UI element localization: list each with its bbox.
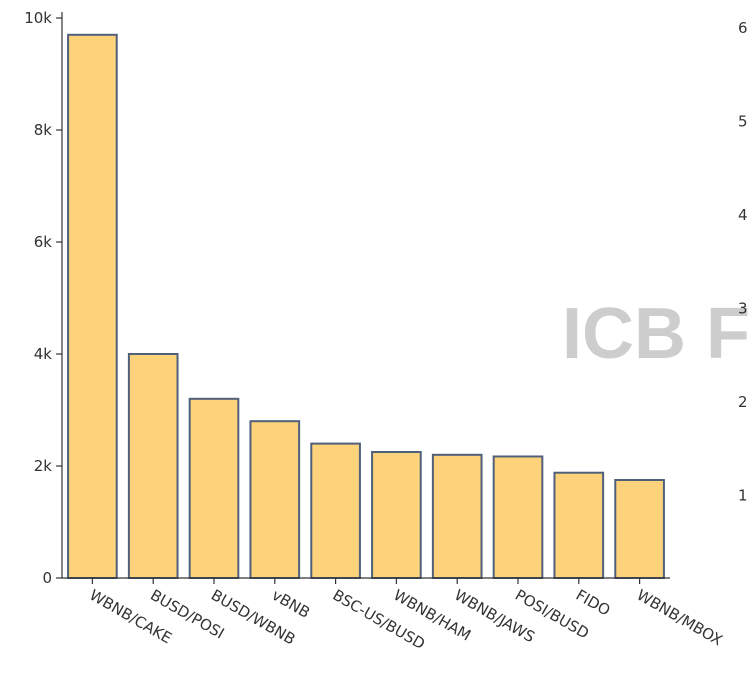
bar[interactable] (492, 455, 544, 580)
watermark: ICB F (562, 294, 750, 374)
y-tick-label: 8k (34, 121, 53, 139)
bar[interactable] (614, 479, 665, 579)
bar[interactable] (371, 451, 422, 579)
bar[interactable] (249, 420, 301, 580)
bar[interactable] (67, 33, 118, 580)
right-axis-tick-label: 2 (738, 393, 748, 411)
right-axis: 6 5 4 3 2 1 (738, 19, 748, 505)
y-tick-label: 2k (34, 457, 53, 475)
y-tick-label: 6k (34, 233, 53, 251)
right-axis-tick-label: 6 (738, 19, 748, 37)
bar[interactable] (127, 353, 179, 579)
right-axis-tick-label: 4 (738, 206, 748, 224)
x-tick-label: WBNB/MBOX (634, 586, 726, 649)
x-tick-label: vBNB (269, 586, 313, 622)
y-tick-label: 10k (24, 9, 52, 27)
right-axis-tick-label: 1 (738, 487, 748, 505)
right-axis-tick-label: 3 (738, 300, 748, 318)
y-axis: 0 2k 4k 6k 8k 10k (24, 9, 63, 587)
x-tick-label: FIDO (573, 586, 614, 620)
right-axis-tick-label: 5 (738, 113, 748, 131)
bar[interactable] (553, 471, 605, 579)
bar[interactable] (310, 442, 361, 579)
bar[interactable] (188, 397, 240, 579)
bars (67, 33, 665, 580)
y-tick-label: 0 (42, 569, 52, 587)
bar[interactable] (431, 453, 483, 579)
y-tick-label: 4k (34, 345, 53, 363)
